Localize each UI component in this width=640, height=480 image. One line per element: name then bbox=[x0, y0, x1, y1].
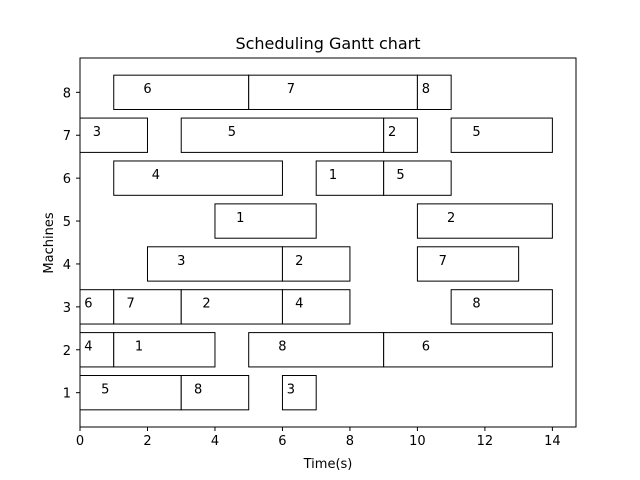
x-tick-label: 10 bbox=[409, 434, 426, 449]
task-label: 8 bbox=[194, 383, 202, 398]
task-bar bbox=[79, 375, 182, 411]
task-label: 2 bbox=[388, 125, 396, 140]
task-bar bbox=[113, 160, 283, 196]
task-bar bbox=[281, 246, 351, 282]
task-label: 1 bbox=[329, 168, 337, 183]
task-bar bbox=[180, 289, 283, 325]
task-bar bbox=[383, 160, 452, 196]
y-tick-label: 6 bbox=[63, 172, 71, 187]
task-label: 3 bbox=[177, 254, 185, 269]
y-axis-label: Machines bbox=[42, 212, 57, 273]
task-label: 5 bbox=[228, 125, 236, 140]
task-bar bbox=[79, 289, 115, 325]
y-tick-label: 7 bbox=[63, 129, 71, 144]
task-label: 6 bbox=[84, 297, 92, 312]
task-bar bbox=[113, 74, 250, 110]
task-bar bbox=[180, 375, 250, 411]
task-label: 6 bbox=[143, 82, 151, 97]
task-label: 8 bbox=[278, 340, 286, 355]
task-bar bbox=[383, 117, 418, 153]
task-bar bbox=[281, 289, 351, 325]
task-label: 1 bbox=[135, 340, 143, 355]
x-tick-label: 0 bbox=[76, 434, 84, 449]
task-label: 3 bbox=[93, 125, 101, 140]
task-label: 8 bbox=[472, 297, 480, 312]
x-tick-label: 8 bbox=[346, 434, 354, 449]
y-tick-label: 4 bbox=[63, 258, 71, 273]
y-tick-label: 8 bbox=[63, 86, 71, 101]
x-tick-label: 12 bbox=[477, 434, 494, 449]
bars-layer: 5 8 34 1 8 66 7 2 4 83 2 71 24 1 53 5 2 56 7 8 bbox=[79, 74, 553, 411]
x-tick-label: 6 bbox=[278, 434, 286, 449]
plot-frame bbox=[79, 57, 577, 428]
task-label: 4 bbox=[84, 340, 92, 355]
task-bar bbox=[113, 289, 182, 325]
task-bar bbox=[180, 117, 385, 153]
y-tick-label: 1 bbox=[63, 387, 71, 402]
x-axis-label: Time(s) bbox=[303, 457, 353, 472]
task-bar bbox=[214, 203, 317, 239]
task-bar bbox=[146, 246, 283, 282]
task-label: 8 bbox=[422, 82, 430, 97]
task-bar bbox=[113, 332, 216, 368]
x-tick-label: 14 bbox=[544, 434, 561, 449]
task-bar bbox=[281, 375, 317, 411]
task-bar bbox=[450, 289, 553, 325]
task-label: 6 bbox=[422, 340, 430, 355]
task-label: 2 bbox=[447, 211, 455, 226]
task-label: 7 bbox=[126, 297, 134, 312]
task-bar bbox=[315, 160, 385, 196]
task-label: 4 bbox=[295, 297, 303, 312]
task-label: 5 bbox=[101, 383, 109, 398]
y-tick-label: 5 bbox=[63, 215, 71, 230]
task-label: 2 bbox=[202, 297, 210, 312]
task-label: 3 bbox=[287, 383, 295, 398]
task-label: 5 bbox=[472, 125, 480, 140]
task-bar bbox=[383, 332, 553, 368]
task-label: 4 bbox=[152, 168, 160, 183]
task-bar bbox=[248, 74, 418, 110]
y-tick-label: 2 bbox=[63, 344, 71, 359]
y-tick-label: 3 bbox=[63, 301, 71, 316]
task-bar bbox=[416, 74, 452, 110]
task-label: 2 bbox=[295, 254, 303, 269]
x-tick-label: 4 bbox=[211, 434, 219, 449]
task-bar bbox=[416, 246, 520, 282]
chart-title: Scheduling Gantt chart bbox=[235, 34, 420, 53]
task-bar bbox=[450, 117, 553, 153]
task-bar bbox=[79, 332, 115, 368]
task-bar bbox=[248, 332, 385, 368]
task-bar bbox=[79, 117, 148, 153]
task-bar bbox=[416, 203, 553, 239]
task-label: 1 bbox=[236, 211, 244, 226]
task-label: 7 bbox=[287, 82, 295, 97]
task-label: 7 bbox=[439, 254, 447, 269]
x-tick-label: 2 bbox=[143, 434, 151, 449]
task-label: 5 bbox=[396, 168, 404, 183]
